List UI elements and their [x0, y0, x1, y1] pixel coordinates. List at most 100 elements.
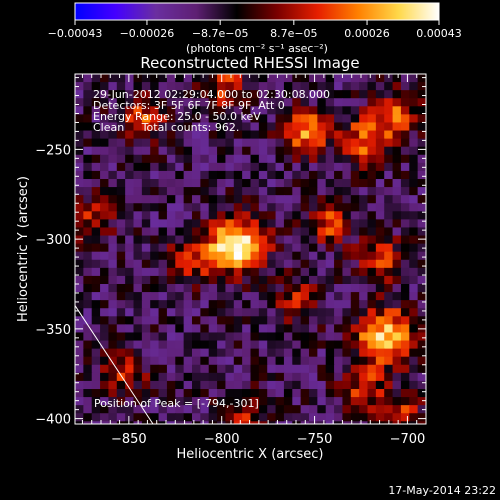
heatmap-cell — [392, 397, 402, 406]
heatmap-cell — [91, 324, 101, 334]
heatmap-cell — [116, 421, 126, 424]
heatmap-cell — [108, 187, 118, 196]
heatmap-cell — [158, 348, 168, 358]
heatmap-cell — [250, 82, 260, 91]
heatmap-cell — [334, 397, 344, 406]
heatmap-cell — [150, 300, 160, 309]
heatmap-cell — [267, 340, 277, 350]
heatmap-cell — [258, 114, 268, 124]
heatmap-cell — [166, 324, 176, 334]
heatmap-cell — [217, 372, 227, 382]
heatmap-cell — [325, 211, 335, 220]
heatmap-cell — [200, 316, 210, 325]
heatmap-cell — [208, 308, 218, 317]
heatmap-cell — [267, 421, 277, 424]
heatmap-cell — [267, 195, 277, 204]
heatmap-cell — [116, 324, 126, 334]
heatmap-cell — [292, 364, 302, 374]
heatmap-cell — [350, 364, 360, 374]
heatmap-cell — [91, 195, 101, 204]
heatmap-cell — [317, 372, 327, 382]
heatmap-cell — [342, 138, 352, 148]
heatmap-cell — [83, 90, 93, 99]
heatmap-cell — [426, 349, 435, 358]
heatmap-cell — [192, 82, 201, 91]
heatmap-cell — [133, 219, 143, 229]
heatmap-cell — [192, 90, 201, 99]
heatmap-cell — [225, 106, 235, 115]
heatmap-cell — [150, 203, 160, 212]
heatmap-cell — [342, 251, 352, 261]
heatmap-cell — [133, 187, 143, 196]
heatmap-cell — [233, 397, 243, 406]
heatmap-cell — [150, 90, 160, 99]
heatmap-cell — [283, 235, 293, 245]
peak-position-label: Position of Peak = [-794,-301] — [94, 397, 259, 410]
heatmap-cell — [242, 98, 252, 107]
heatmap-cell — [367, 106, 377, 115]
heatmap-cell — [375, 203, 385, 212]
heatmap-cell — [183, 267, 193, 277]
heatmap-cell — [217, 106, 227, 115]
heatmap-cell — [275, 187, 285, 196]
heatmap-cell — [116, 235, 126, 245]
heatmap-cell — [258, 130, 268, 140]
heatmap-cell — [392, 308, 402, 317]
heatmap-cell — [200, 413, 210, 422]
heatmap-cell — [250, 90, 260, 99]
heatmap-cell — [342, 187, 352, 196]
heatmap-cell — [334, 389, 344, 398]
heatmap-cell — [83, 292, 93, 301]
heatmap-cell — [342, 372, 352, 382]
heatmap-cell — [125, 356, 135, 366]
heatmap-cell — [225, 235, 235, 245]
heatmap-cell — [409, 292, 419, 301]
heatmap-cell — [426, 389, 435, 398]
heatmap-cell — [300, 187, 310, 196]
heatmap-cell — [100, 235, 110, 245]
heatmap-cell — [116, 203, 126, 212]
heatmap-cell — [417, 170, 426, 180]
x-tick-label: −750 — [297, 432, 333, 447]
heatmap-cell — [116, 195, 126, 204]
heatmap-cell — [342, 397, 352, 406]
heatmap-cell — [183, 74, 193, 83]
heatmap-cell — [183, 211, 193, 220]
heatmap-cell — [141, 348, 151, 358]
heatmap-cell — [125, 106, 135, 115]
heatmap-cell — [367, 187, 377, 196]
heatmap-cell — [292, 179, 302, 188]
heatmap-cell — [417, 380, 426, 390]
heatmap-cell — [392, 179, 402, 188]
heatmap-cell — [158, 300, 168, 309]
heatmap-cell — [75, 413, 84, 422]
heatmap-cell — [175, 170, 185, 180]
heatmap-cell — [400, 170, 410, 180]
heatmap-cell — [150, 138, 160, 148]
heatmap-cell — [258, 195, 268, 204]
heatmap-cell — [342, 90, 352, 99]
heatmap-cell — [75, 292, 84, 301]
heatmap-cell — [292, 170, 302, 180]
heatmap-cell — [334, 235, 344, 245]
heatmap-cell — [166, 154, 176, 164]
heatmap-cell — [233, 356, 243, 366]
heatmap-cell — [150, 267, 160, 277]
heatmap-cell — [158, 74, 168, 83]
heatmap-cell — [400, 332, 410, 342]
heatmap-cell — [141, 74, 151, 83]
heatmap-cell — [384, 267, 394, 277]
heatmap-cell — [225, 195, 235, 204]
heatmap-cell — [359, 203, 369, 212]
heatmap-cell — [100, 211, 110, 220]
heatmap-cell — [91, 179, 101, 188]
heatmap-cell — [91, 332, 101, 342]
heatmap-cell — [133, 259, 143, 269]
heatmap-cell — [141, 203, 151, 212]
heatmap-cell — [83, 267, 93, 277]
heatmap-cell — [367, 146, 377, 156]
heatmap-cell — [83, 275, 93, 285]
heatmap-cell — [200, 356, 210, 366]
heatmap-cell — [426, 381, 435, 390]
heatmap-cell — [258, 98, 268, 107]
